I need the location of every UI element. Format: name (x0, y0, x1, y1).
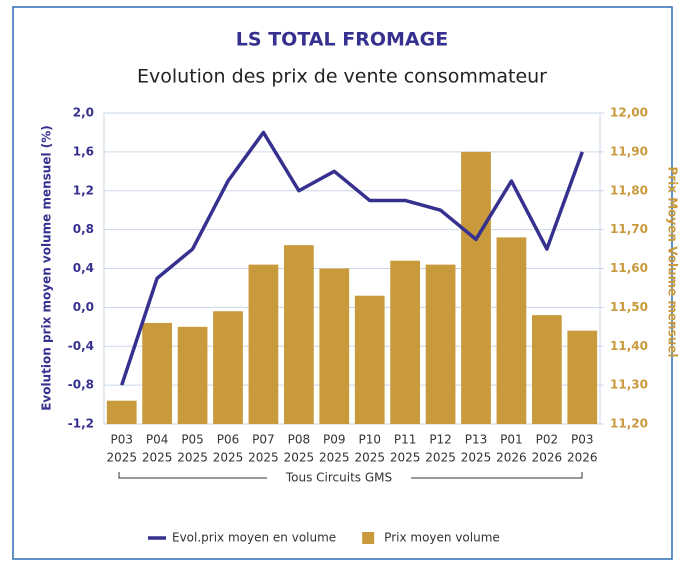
y-tick-label: 0,8 (73, 222, 94, 236)
bar (461, 151, 491, 424)
bar (390, 260, 421, 424)
x-tick-label: 2025 (425, 451, 456, 465)
chart-subtitle: Evolution des prix de vente consommateur (137, 66, 547, 88)
y-tick-label: -0,8 (68, 378, 94, 392)
x-tick-label: 2025 (213, 451, 244, 465)
y2-tick-label: 12,00 (610, 106, 648, 120)
y2-tick-label: 11,20 (610, 417, 648, 431)
y2-axis-label: Prix Moyen Volume mensuel (666, 166, 680, 357)
x-tick-label: 2025 (284, 451, 315, 465)
legend-label: Evol.prix moyen en volume (172, 531, 336, 545)
line (120, 130, 584, 386)
y-tick-label: -1,2 (68, 417, 94, 431)
y2-tick-label: 11,50 (610, 300, 648, 314)
y2-tick-label: 11,60 (610, 261, 648, 275)
x-tick-label: P11 (394, 433, 417, 447)
x-tick-label: P03 (571, 433, 594, 447)
y2-tick-label: 11,90 (610, 144, 648, 158)
y-axis-label: Evolution prix moyen volume mensuel (%) (40, 125, 54, 411)
bar (213, 311, 243, 424)
x-tick-label: P04 (146, 433, 169, 447)
x-tick-label: P08 (288, 433, 311, 447)
x-tick-label: P03 (110, 433, 133, 447)
chart-title: LS TOTAL FROMAGE (236, 29, 448, 51)
bar (283, 245, 314, 424)
legend-swatch (362, 532, 375, 544)
x-tick-label: 2025 (177, 451, 208, 465)
x-tick-label: P07 (252, 433, 275, 447)
bar (354, 295, 385, 424)
bar (425, 264, 456, 424)
bar (496, 237, 527, 424)
x-tick-label: P13 (465, 433, 488, 447)
bar (142, 322, 173, 424)
y-tick-label: 1,2 (73, 183, 94, 197)
bar (248, 264, 279, 424)
bar (319, 268, 350, 424)
bar (531, 315, 562, 424)
x-tick-label: P12 (429, 433, 452, 447)
y-tick-label: 1,6 (73, 144, 94, 158)
x-tick-label: 2025 (461, 451, 492, 465)
bar (567, 330, 598, 424)
y-tick-label: -0,4 (68, 339, 94, 353)
x-tick-label: 2025 (106, 451, 137, 465)
y2-tick-label: 11,80 (610, 183, 648, 197)
x-tick-label: 2025 (248, 451, 279, 465)
y2-tick-label: 11,70 (610, 222, 648, 236)
group-label: Tous Circuits GMS (285, 471, 392, 485)
x-tick-label: 2025 (142, 451, 173, 465)
x-tick-label: 2025 (390, 451, 421, 465)
y-tick-label: 0,0 (73, 300, 94, 314)
group-label-bg (267, 469, 411, 485)
y2-tick-label: 11,30 (610, 378, 648, 392)
x-tick-label: P01 (500, 433, 523, 447)
x-tick-label: 2025 (319, 451, 350, 465)
x-tick-label: 2026 (496, 451, 527, 465)
x-tick-label: P10 (358, 433, 381, 447)
x-tick-label: P02 (536, 433, 559, 447)
x-tick-label: 2026 (567, 451, 598, 465)
x-tick-label: 2026 (532, 451, 563, 465)
x-tick-label: P05 (181, 433, 204, 447)
y-tick-label: 0,4 (73, 261, 94, 275)
x-tick-label: 2025 (354, 451, 385, 465)
x-tick-label: P06 (217, 433, 240, 447)
bar (106, 400, 137, 424)
y-tick-label: 2,0 (73, 106, 94, 120)
x-tick-label: P09 (323, 433, 346, 447)
bar (177, 326, 208, 424)
legend-label: Prix moyen volume (384, 531, 500, 545)
y2-tick-label: 11,40 (610, 339, 648, 353)
